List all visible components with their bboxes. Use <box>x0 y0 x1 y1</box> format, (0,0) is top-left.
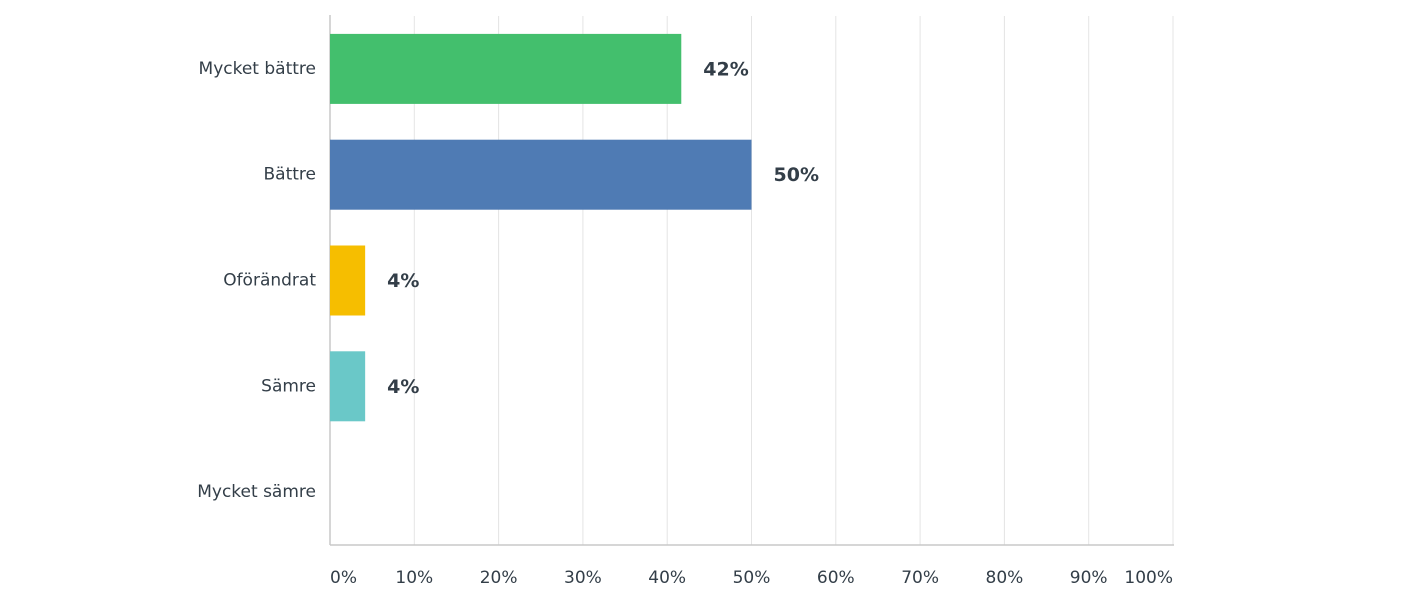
y-tick-label: Bättre <box>264 165 317 185</box>
x-tick-label: 0% <box>330 568 357 588</box>
y-tick-label: Mycket bättre <box>199 59 316 79</box>
value-label: 4% <box>387 376 419 398</box>
y-tick-label: Mycket sämre <box>197 482 316 502</box>
x-tick-label: 20% <box>480 568 518 588</box>
bar <box>330 33 682 104</box>
bar <box>330 139 752 210</box>
x-tick-label: 50% <box>733 568 771 588</box>
x-tick-label: 40% <box>648 568 686 588</box>
x-tick-label: 60% <box>817 568 855 588</box>
x-tick-label: 80% <box>986 568 1024 588</box>
x-tick-label: 90% <box>1070 568 1108 588</box>
value-label: 4% <box>387 270 419 292</box>
value-label: 42% <box>703 58 748 80</box>
x-tick-label: 100% <box>1124 568 1173 588</box>
y-tick-label: Sämre <box>261 376 316 396</box>
value-label: 50% <box>774 164 819 186</box>
x-tick-label: 70% <box>901 568 939 588</box>
y-tick-label: Oförändrat <box>223 271 316 291</box>
x-tick-label: 10% <box>395 568 433 588</box>
bar <box>330 245 366 316</box>
x-tick-label: 30% <box>564 568 602 588</box>
bar <box>330 351 366 422</box>
